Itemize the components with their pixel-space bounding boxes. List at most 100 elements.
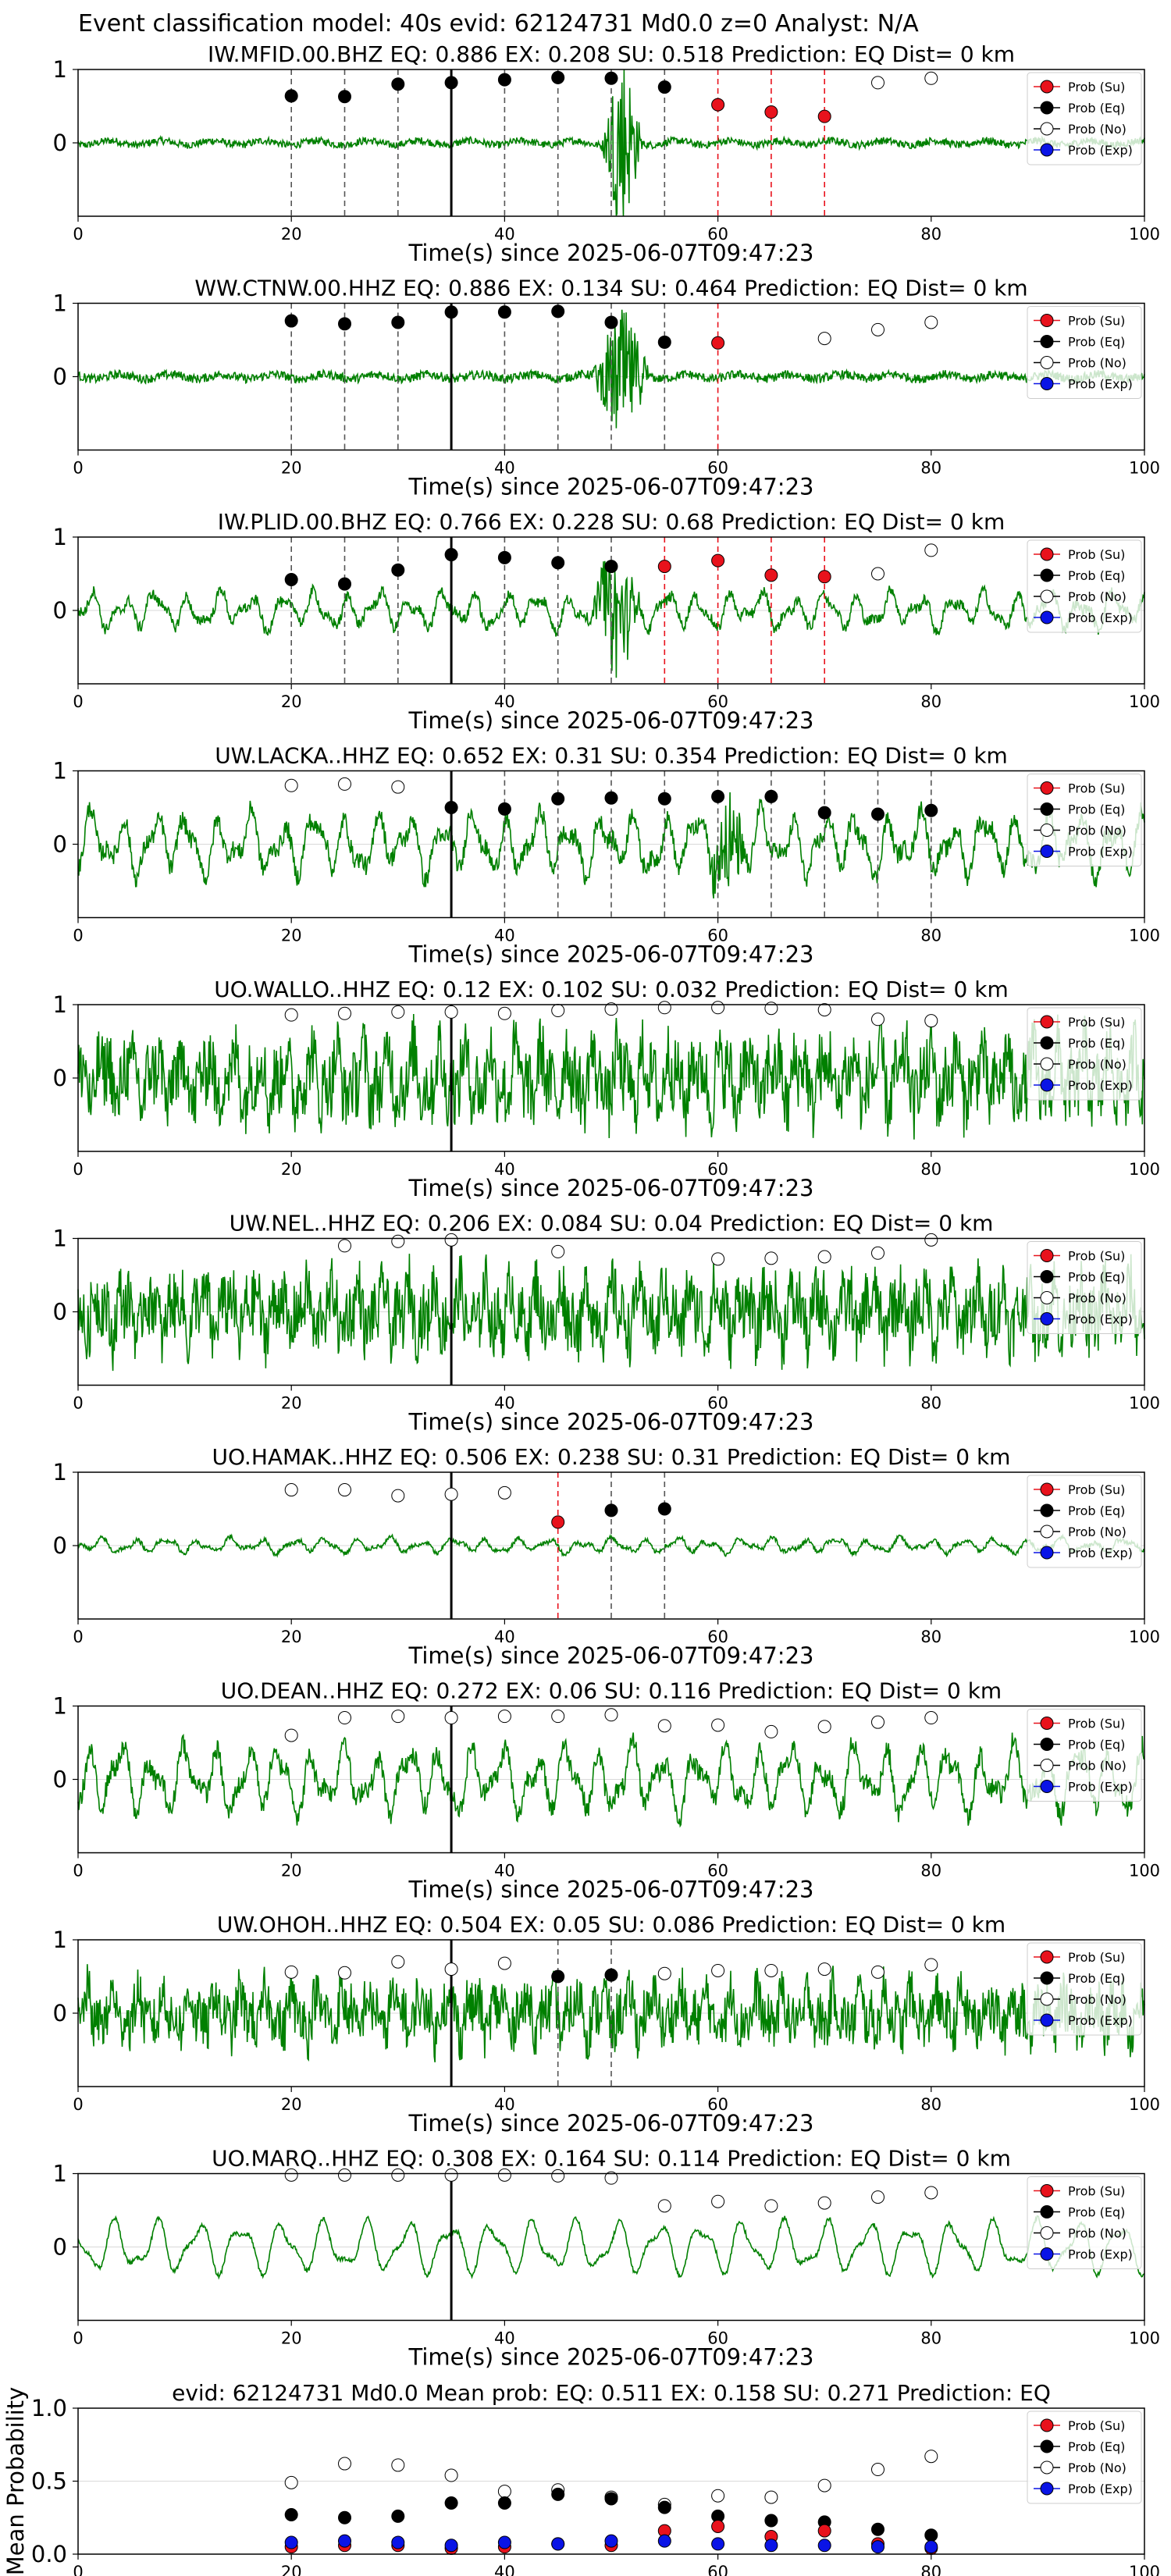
prob-point-no (871, 1715, 884, 1729)
prob-point-no (871, 567, 884, 581)
prob-point-no (817, 1003, 831, 1017)
prob-point-su (711, 98, 725, 112)
legend-label-eq: Prob (Eq) (1068, 2205, 1125, 2220)
x-tick-label: 20 (281, 225, 302, 244)
prob-point-no (924, 71, 938, 85)
prob-point-eq (604, 1503, 618, 1517)
y-tick-label: 0 (53, 597, 67, 624)
prob-point-no (711, 2194, 725, 2208)
axes-frame (77, 2407, 1145, 2555)
legend-marker-exp (1040, 143, 1054, 157)
prob-point-no (817, 1250, 831, 1264)
panels: IW.MFID.00.BHZ EQ: 0.886 EX: 0.208 SU: 0… (2, 41, 1160, 2576)
panel-4: UO.WALLO..HHZ EQ: 0.12 EX: 0.102 SU: 0.0… (53, 977, 1161, 1201)
mean-point-eq (604, 2492, 618, 2506)
prob-point-no (924, 2186, 938, 2200)
legend-label-eq: Prob (Eq) (1068, 335, 1125, 350)
prob-point-no (871, 1012, 884, 1026)
prob-point-no (391, 1710, 405, 1724)
x-tick-label: 60 (707, 927, 728, 945)
legend-label-eq: Prob (Eq) (1068, 1503, 1125, 1518)
y-tick-label: 0 (53, 2000, 67, 2026)
panel-title: UW.OHOH..HHZ EQ: 0.504 EX: 0.05 SU: 0.08… (217, 1912, 1005, 1937)
x-tick-label: 100 (1129, 1862, 1160, 1880)
legend-marker-su (1040, 1717, 1054, 1730)
prob-point-no (497, 1006, 511, 1020)
prob-point-no (444, 1487, 458, 1501)
waveform-trace (77, 2215, 1145, 2280)
x-tick-label: 100 (1129, 2563, 1160, 2576)
x-tick-label: 80 (920, 2329, 941, 2348)
prob-point-su (817, 109, 831, 123)
prob-point-no (604, 1002, 618, 1016)
y-tick-label: 1 (53, 56, 67, 83)
prob-point-no (924, 1014, 938, 1028)
prob-point-no (338, 1006, 351, 1020)
prob-point-no (924, 543, 938, 557)
legend-box (1027, 2176, 1142, 2269)
legend-marker-no (1040, 1057, 1054, 1071)
legend-box (1027, 306, 1142, 399)
prob-point-eq (391, 563, 405, 577)
legend-marker-no (1040, 356, 1054, 369)
legend-marker-su (1040, 2184, 1054, 2197)
panel-title: WW.CTNW.00.HHZ EQ: 0.886 EX: 0.134 SU: 0… (194, 276, 1027, 301)
mean-point-exp (924, 2540, 938, 2554)
axes-frame (77, 770, 1145, 919)
axes-frame (77, 1939, 1145, 2087)
y-tick-label: 0 (53, 2234, 67, 2261)
x-tick-label: 0 (73, 1862, 83, 1880)
x-tick-label: 60 (707, 2095, 728, 2114)
x-tick-label: 40 (494, 927, 515, 945)
mean-point-no (817, 2478, 831, 2492)
legend-marker-eq (1040, 1971, 1054, 1985)
legend-label-su: Prob (Su) (1068, 2418, 1125, 2433)
panel-title: UW.NEL..HHZ EQ: 0.206 EX: 0.084 SU: 0.04… (230, 1211, 994, 1236)
prob-point-no (391, 1005, 405, 1019)
prob-point-no (764, 2199, 778, 2213)
prob-point-eq (604, 71, 618, 85)
prob-point-eq (444, 305, 458, 319)
waveform-trace (77, 1533, 1145, 1558)
y-tick-label: 1 (53, 991, 67, 1018)
x-axis-label: Time(s) since 2025-06-07T09:47:23 (408, 2110, 814, 2137)
legend-label-no: Prob (No) (1068, 1291, 1127, 1306)
x-tick-label: 20 (281, 1394, 302, 1413)
prob-point-su (711, 336, 725, 350)
prob-point-eq (497, 305, 511, 319)
y-tick-label: 1 (53, 290, 67, 317)
legend-marker-no (1040, 1525, 1054, 1539)
x-tick-label: 40 (494, 459, 515, 478)
prob-point-no (657, 1001, 671, 1015)
legend-marker-eq (1040, 2439, 1054, 2453)
prob-point-no (711, 1963, 725, 1977)
prob-point-eq (657, 80, 671, 94)
y-tick-label: 0 (53, 364, 67, 390)
x-tick-label: 0 (73, 1628, 83, 1646)
waveform-trace (77, 1254, 1145, 1372)
panel-title: UW.LACKA..HHZ EQ: 0.652 EX: 0.31 SU: 0.3… (215, 743, 1008, 769)
prob-point-eq (497, 73, 511, 87)
prob-point-eq (338, 317, 351, 331)
x-tick-label: 40 (494, 225, 515, 244)
x-tick-label: 60 (707, 2329, 728, 2348)
x-tick-label: 100 (1129, 692, 1160, 711)
x-tick-label: 80 (920, 2563, 941, 2576)
prob-point-eq (497, 550, 511, 564)
prob-point-no (924, 315, 938, 329)
panel-title: IW.MFID.00.BHZ EQ: 0.886 EX: 0.208 SU: 0… (208, 41, 1015, 67)
legend-marker-su (1040, 1249, 1054, 1262)
mean-point-exp (711, 2537, 725, 2551)
mean-point-no (391, 2458, 405, 2472)
legend-marker-exp (1040, 610, 1054, 624)
prob-point-no (338, 1239, 351, 1253)
mean-point-no (924, 2450, 938, 2464)
legend-label-su: Prob (Su) (1068, 80, 1125, 94)
x-axis-label: Time(s) since 2025-06-07T09:47:23 (408, 1175, 814, 1201)
x-tick-label: 0 (73, 2329, 83, 2348)
prob-point-eq (604, 1968, 618, 1982)
prob-point-eq (764, 789, 778, 803)
legend-marker-eq (1040, 101, 1054, 115)
x-tick-label: 20 (281, 1160, 302, 1179)
